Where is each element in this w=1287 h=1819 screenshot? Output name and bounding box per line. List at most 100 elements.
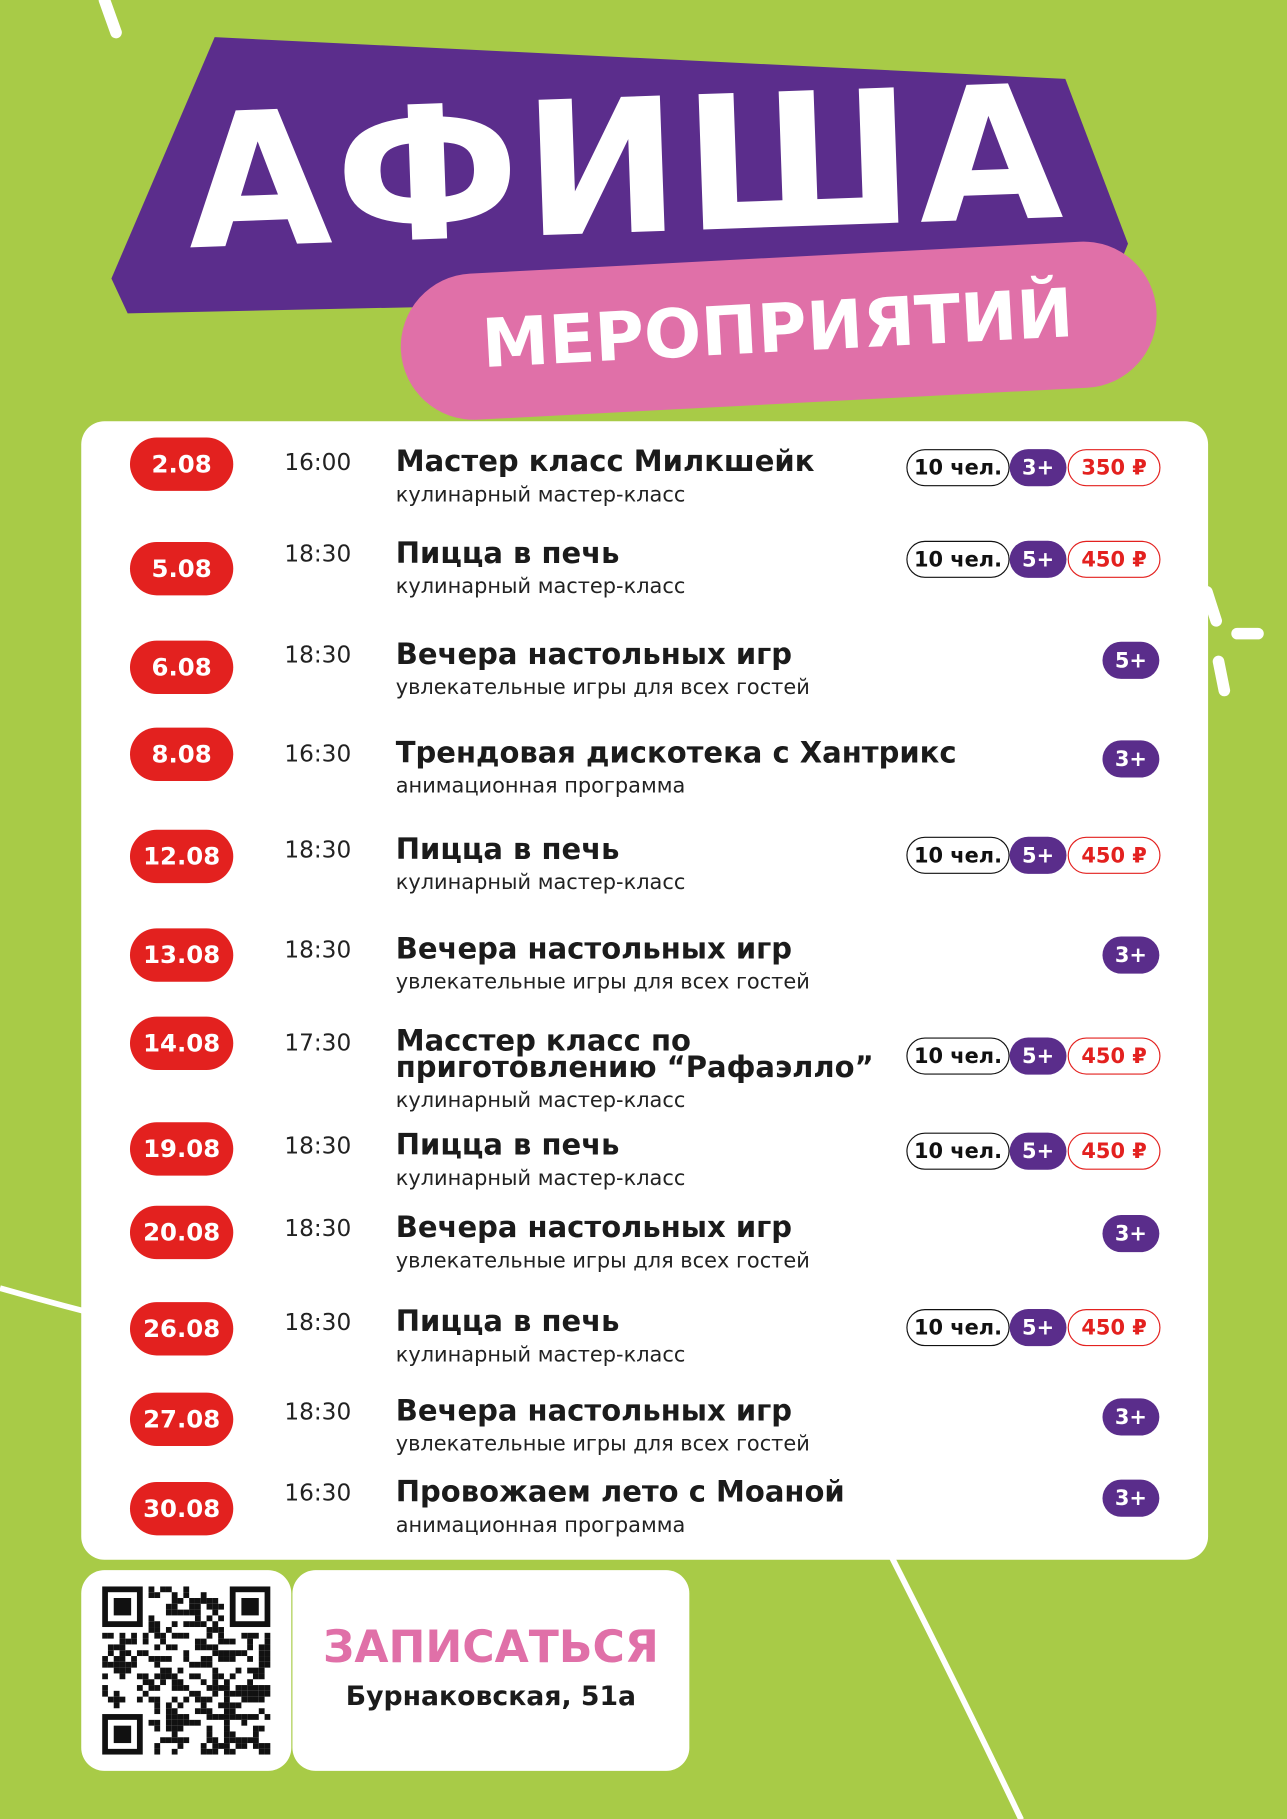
qr-cell [200, 1644, 207, 1651]
event-title: Вечера настольных игр [395, 637, 793, 671]
qr-cell [113, 1702, 120, 1709]
qr-cell [223, 1679, 230, 1686]
qr-cell [142, 1673, 149, 1680]
qr-cell [212, 1621, 219, 1628]
qr-cell [102, 1656, 108, 1662]
qr-cell [218, 1632, 224, 1639]
qr-cell [194, 1638, 201, 1645]
qr-cell [264, 1644, 271, 1651]
qr-cell [252, 1731, 259, 1738]
qr-cell [212, 1679, 219, 1686]
qr-cell [235, 1690, 242, 1697]
qr-cell [154, 1685, 161, 1691]
qr-cell [252, 1725, 259, 1732]
qr-cell [119, 1644, 126, 1651]
qr-cell [113, 1725, 132, 1744]
qr-cell [258, 1667, 265, 1674]
qr-cell [171, 1598, 178, 1604]
qr-cell [107, 1644, 114, 1651]
qr-cell [119, 1661, 126, 1668]
qr-code[interactable] [102, 1586, 271, 1755]
qr-cell [223, 1731, 230, 1738]
qr-cell [206, 1685, 213, 1691]
event-time: 18:30 [284, 1131, 352, 1160]
qr-cell [171, 1737, 178, 1744]
qr-cell [229, 1690, 236, 1697]
event-time: 17:30 [284, 1028, 352, 1057]
qr-cell [252, 1743, 259, 1749]
qr-cell [183, 1737, 190, 1744]
qr-cell [252, 1632, 259, 1639]
subtitle-banner-group [400, 241, 1157, 420]
qr-cell [264, 1632, 271, 1639]
qr-cell [258, 1690, 265, 1697]
qr-cell [154, 1656, 161, 1662]
qr-cell [165, 1719, 172, 1726]
qr-cell [212, 1627, 219, 1633]
qr-cell [102, 1690, 108, 1697]
qr-cell [212, 1598, 219, 1604]
qr-cell [200, 1638, 207, 1645]
qr-cell [148, 1719, 155, 1726]
qr-cell [223, 1719, 230, 1726]
qr-cell [148, 1627, 155, 1633]
qr-cell [160, 1673, 166, 1680]
qr-cell [235, 1737, 242, 1744]
qr-cell [125, 1638, 132, 1645]
qr-cell [142, 1679, 149, 1686]
signup-box[interactable]: ЗАПИСАТЬСЯ Бурнаковская, 51а [292, 1570, 690, 1771]
qr-cell [194, 1609, 201, 1616]
qr-cell [223, 1743, 230, 1749]
qr-cell [200, 1592, 207, 1599]
event-title: Пицца в печь [395, 1128, 620, 1162]
event-date: 26.08 [129, 1302, 234, 1356]
event-time: 18:30 [284, 935, 352, 964]
event-subtitle: кулинарный мастер-класс [395, 574, 686, 599]
qr-cell [154, 1644, 161, 1651]
qr-cell [241, 1743, 248, 1749]
event-title: Масстер класс по приготовлению “Рафаэлло… [395, 1023, 874, 1084]
people-tag: 10 чел. [906, 836, 1010, 874]
qr-cell [264, 1685, 271, 1691]
qr-cell [264, 1661, 271, 1668]
qr-cell [206, 1632, 213, 1639]
qr-cell [212, 1667, 219, 1674]
qr-cell [252, 1737, 259, 1744]
qr-cell [206, 1708, 213, 1715]
qr-cell [171, 1685, 178, 1691]
qr-cell [258, 1725, 265, 1732]
qr-cell [229, 1737, 236, 1744]
event-date: 14.08 [129, 1016, 234, 1070]
qr-cell [119, 1638, 126, 1645]
people-tag: 10 чел. [906, 449, 1010, 487]
qr-cell [212, 1603, 219, 1610]
qr-cell [171, 1603, 178, 1610]
qr-cell [212, 1743, 219, 1749]
qr-cell [247, 1696, 253, 1703]
qr-cell [247, 1690, 253, 1697]
qr-cell [206, 1598, 213, 1604]
event-time: 16:00 [284, 447, 352, 476]
qr-cell [177, 1725, 184, 1732]
qr-cell [154, 1621, 161, 1628]
qr-cell [206, 1627, 213, 1633]
qr-cell [241, 1598, 259, 1616]
age-tag: 3+ [1102, 1398, 1160, 1436]
qr-cell [189, 1673, 195, 1680]
qr-cell [206, 1748, 213, 1755]
qr-cell [194, 1690, 201, 1697]
qr-cell [194, 1708, 201, 1715]
qr-cell [177, 1632, 184, 1639]
qr-cell [258, 1656, 265, 1662]
qr-cell [206, 1615, 213, 1622]
subtitle-banner [400, 241, 1157, 420]
qr-cell [258, 1673, 265, 1680]
qr-cell [194, 1598, 201, 1604]
age-tag: 5+ [1009, 1037, 1067, 1075]
qr-cell [102, 1673, 108, 1680]
qr-cell [171, 1679, 178, 1686]
qr-cell [241, 1685, 248, 1691]
event-date: 8.08 [129, 727, 234, 782]
qr-cell [131, 1638, 137, 1645]
price-tag: 450 ₽ [1067, 1037, 1161, 1075]
